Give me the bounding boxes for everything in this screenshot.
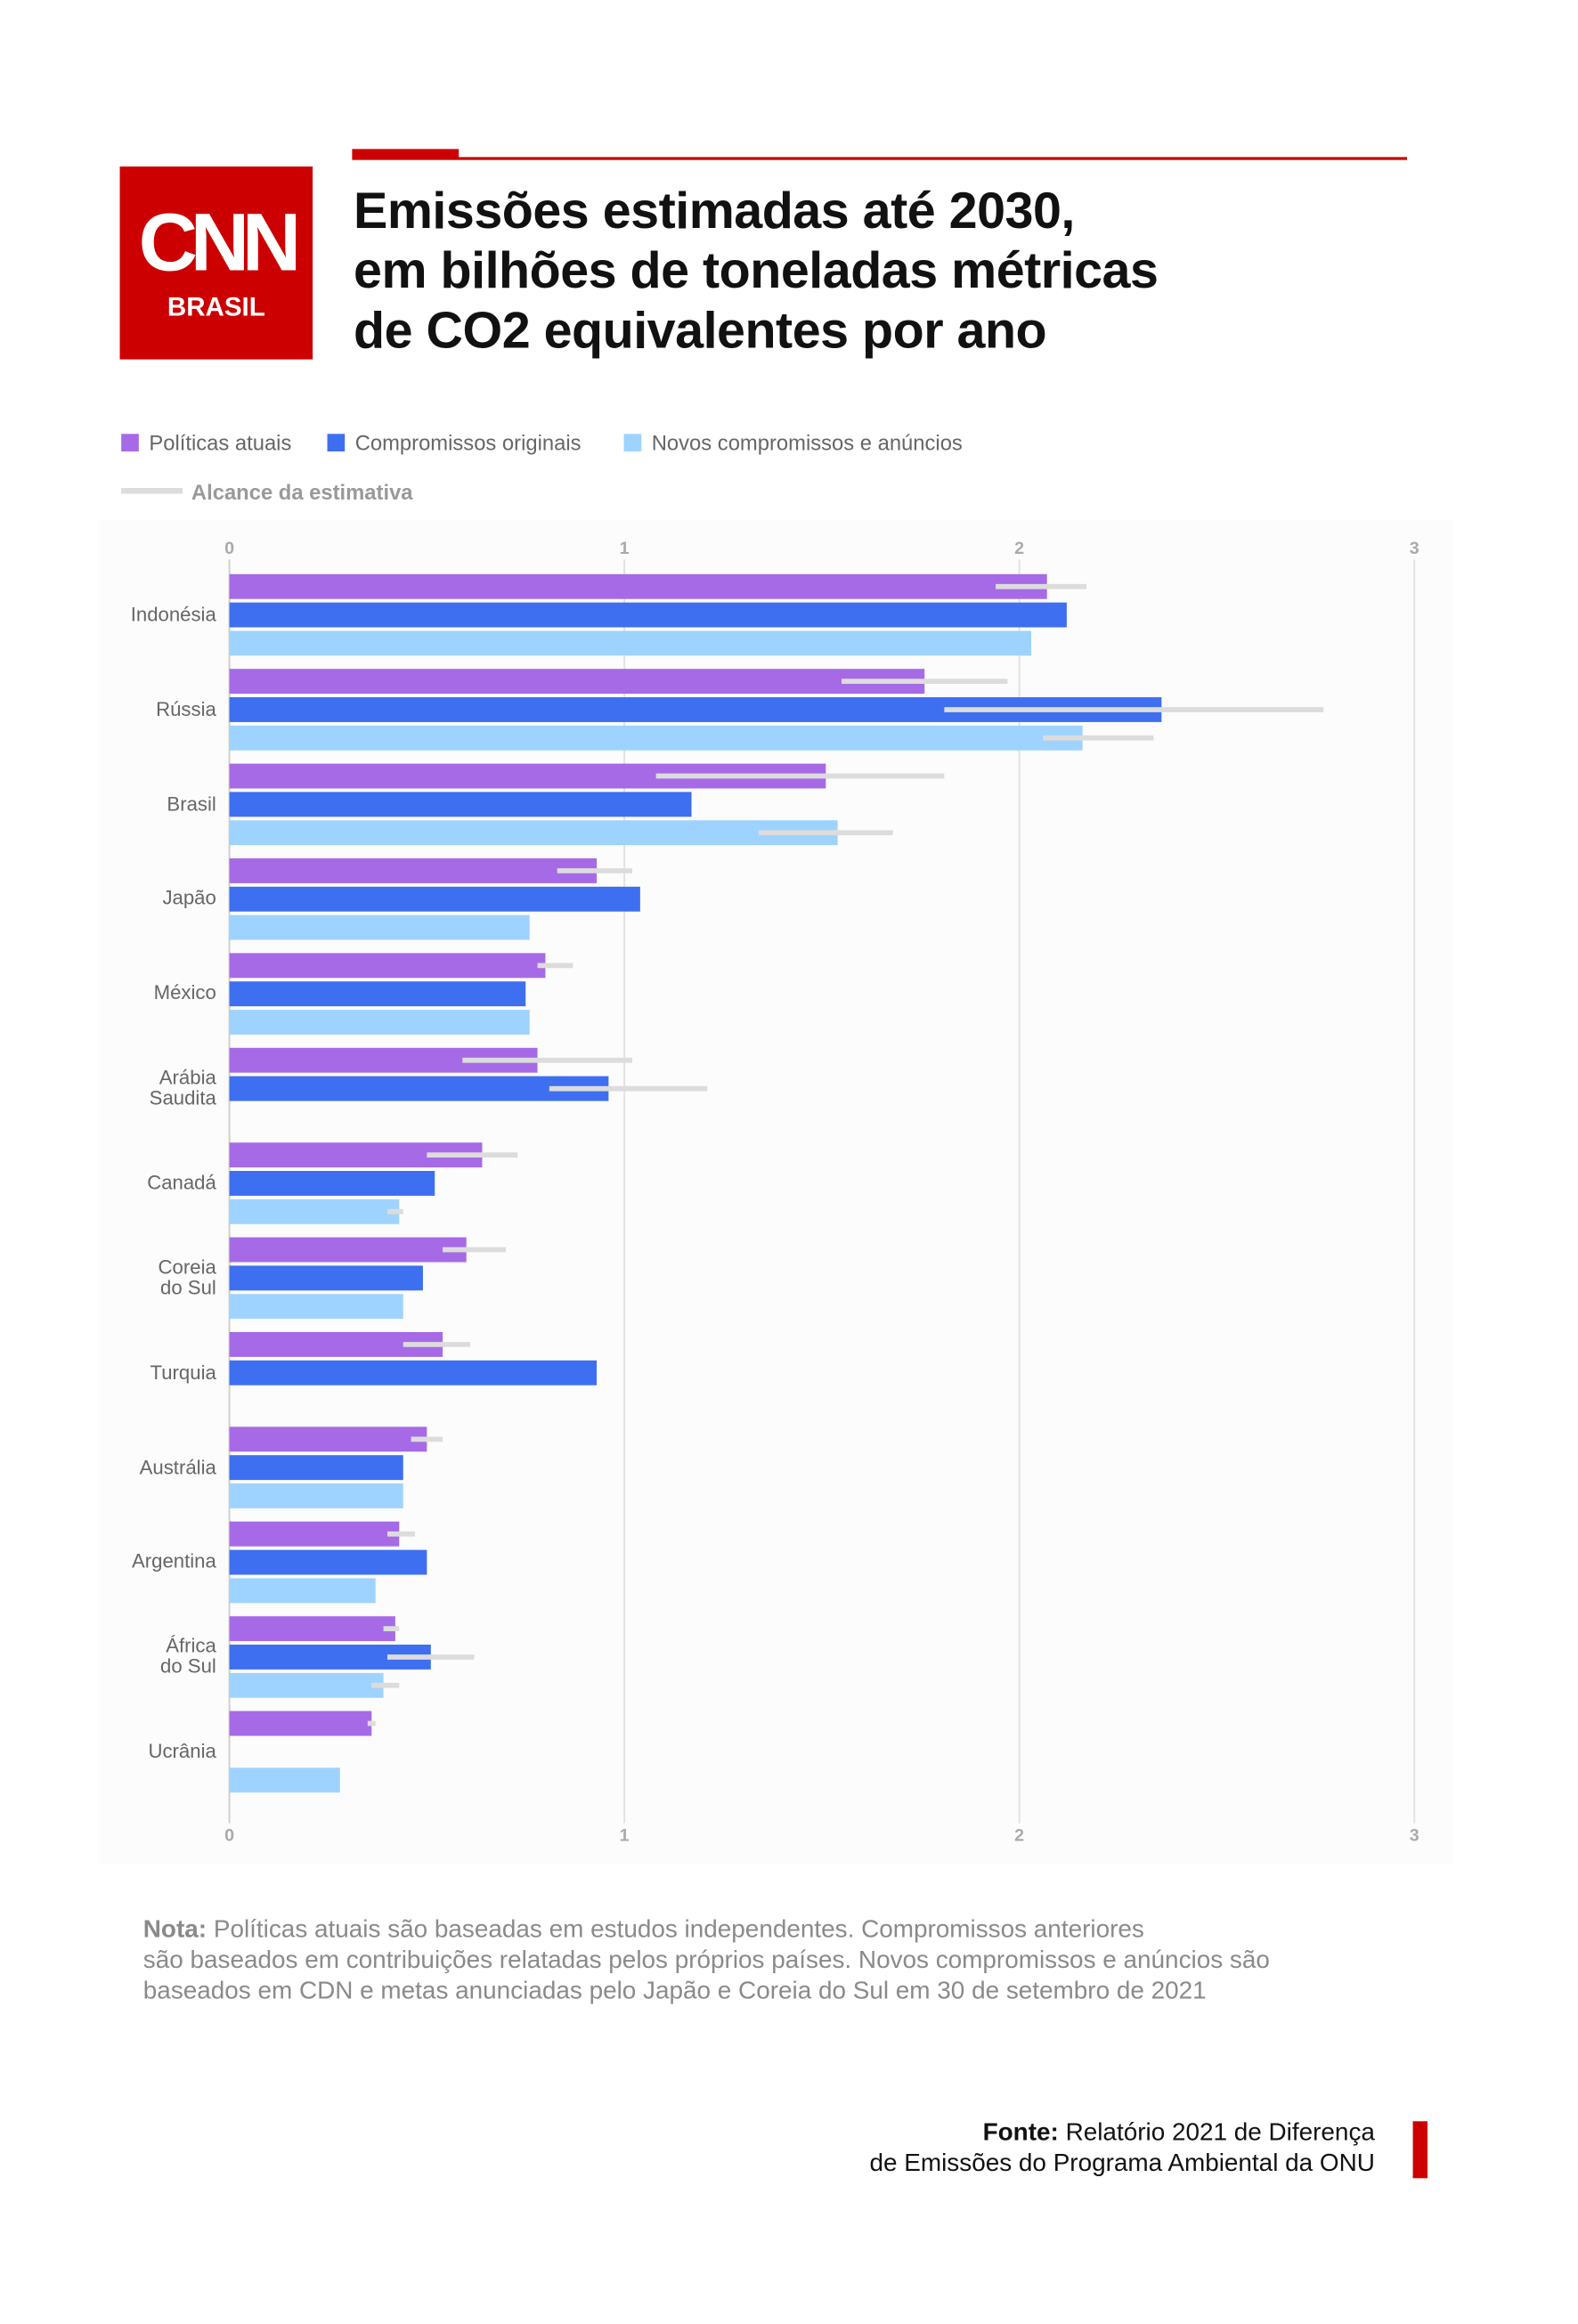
bar: [229, 1767, 340, 1793]
rule-accent: [352, 149, 460, 158]
y-tick-label: Japão: [162, 887, 216, 910]
y-tick-label: Turquia: [150, 1361, 216, 1384]
bar: [229, 1672, 384, 1698]
x-tick-label: 2: [1014, 1825, 1024, 1845]
bar: [229, 1360, 598, 1385]
x-tick-label: 1: [620, 539, 630, 558]
source-text: Relatório 2021 de Diferença de Emissões …: [869, 2118, 1375, 2177]
y-tick-label: Brasil: [167, 792, 216, 815]
x-tick-label: 3: [1410, 1825, 1419, 1845]
bar: [229, 1710, 372, 1736]
bar: [229, 1171, 435, 1196]
bar: [229, 914, 530, 940]
bar: [229, 1483, 403, 1508]
bar: [229, 1076, 609, 1101]
legend-item: Compromissos originais: [327, 432, 582, 456]
y-tick-label: Rússia: [156, 697, 216, 720]
bar: [229, 1237, 467, 1263]
bar: [229, 669, 925, 695]
bar: [229, 1616, 395, 1642]
note-label: Nota:: [142, 1914, 207, 1944]
logo-text: CNN: [138, 195, 302, 288]
bar: [229, 1265, 423, 1291]
source-accent: [1412, 2121, 1428, 2179]
x-tick-label: 2: [1014, 539, 1024, 558]
bar: [229, 953, 546, 979]
logo: CNN BRASIL: [119, 167, 313, 360]
x-tick-label: 0: [224, 1825, 234, 1845]
bar: [229, 602, 1067, 628]
note: Nota: Políticas atuais são baseadas em e…: [143, 1914, 1270, 2005]
bar: [229, 1549, 427, 1575]
bar: [229, 792, 692, 817]
source: Fonte: Relatório 2021 de Diferença de Em…: [869, 2117, 1374, 2178]
legend-label: Compromissos originais: [354, 432, 582, 456]
bar: [229, 857, 598, 883]
legend-item: Novos compromissos e anúncios: [623, 432, 963, 456]
y-tick-label: México: [153, 982, 216, 1004]
source-label: Fonte:: [982, 2118, 1059, 2147]
rule-line: [352, 157, 1407, 160]
bar: [229, 1578, 376, 1604]
legend-swatch: [327, 434, 346, 451]
bar: [229, 630, 1031, 656]
legend-swatch: [121, 434, 139, 451]
bar: [229, 1455, 403, 1481]
chart-title: Emissões estimadas até 2030, em bilhões …: [354, 183, 1159, 360]
y-tick-label: Argentina: [131, 1550, 216, 1573]
logo-subtitle: BRASIL: [167, 292, 265, 321]
x-tick-label: 1: [620, 1825, 630, 1845]
legend-item: Políticas atuais: [121, 433, 291, 456]
y-tick-label: Canadá: [147, 1171, 216, 1194]
legend-label: Políticas atuais: [149, 432, 292, 456]
bar: [229, 820, 838, 846]
header-rule: [352, 149, 1407, 160]
chart: 0 0 1 1 2 2 3 3: [224, 539, 1419, 1845]
bar: [229, 573, 1047, 599]
bar: [229, 1294, 403, 1320]
legend-swatch: [623, 434, 642, 451]
bar: [229, 1426, 427, 1452]
legend-item: Alcance da estimativa: [121, 482, 413, 506]
bar: [229, 1199, 400, 1224]
y-tick-label: Austrália: [139, 1456, 216, 1478]
legend-label: Novos compromissos e anúncios: [651, 432, 963, 456]
y-tick-label: Ucrânia: [148, 1740, 216, 1762]
bar: [229, 725, 1083, 751]
y-tick-label: Arábia Saudita: [149, 1066, 216, 1109]
y-tick-label: Indonésia: [130, 603, 216, 626]
bar: [229, 886, 640, 912]
x-tick-label: 3: [1410, 539, 1419, 558]
legend-label: Alcance da estimativa: [191, 482, 413, 506]
x-tick-label: 0: [224, 539, 234, 558]
legend-swatch: [121, 487, 183, 494]
y-tick-label: África do Sul: [160, 1635, 216, 1678]
bar: [229, 981, 526, 1007]
bar: [229, 1521, 400, 1547]
y-tick-label: Coreia do Sul: [158, 1255, 216, 1299]
chart-panel: 0 0 1 1 2 2 3 3 Indonésia Rússia Brasil Japão Méxic…: [99, 520, 1454, 1865]
note-text: Políticas atuais são baseadas em estudos…: [142, 1914, 1270, 2005]
bar: [229, 1010, 530, 1035]
